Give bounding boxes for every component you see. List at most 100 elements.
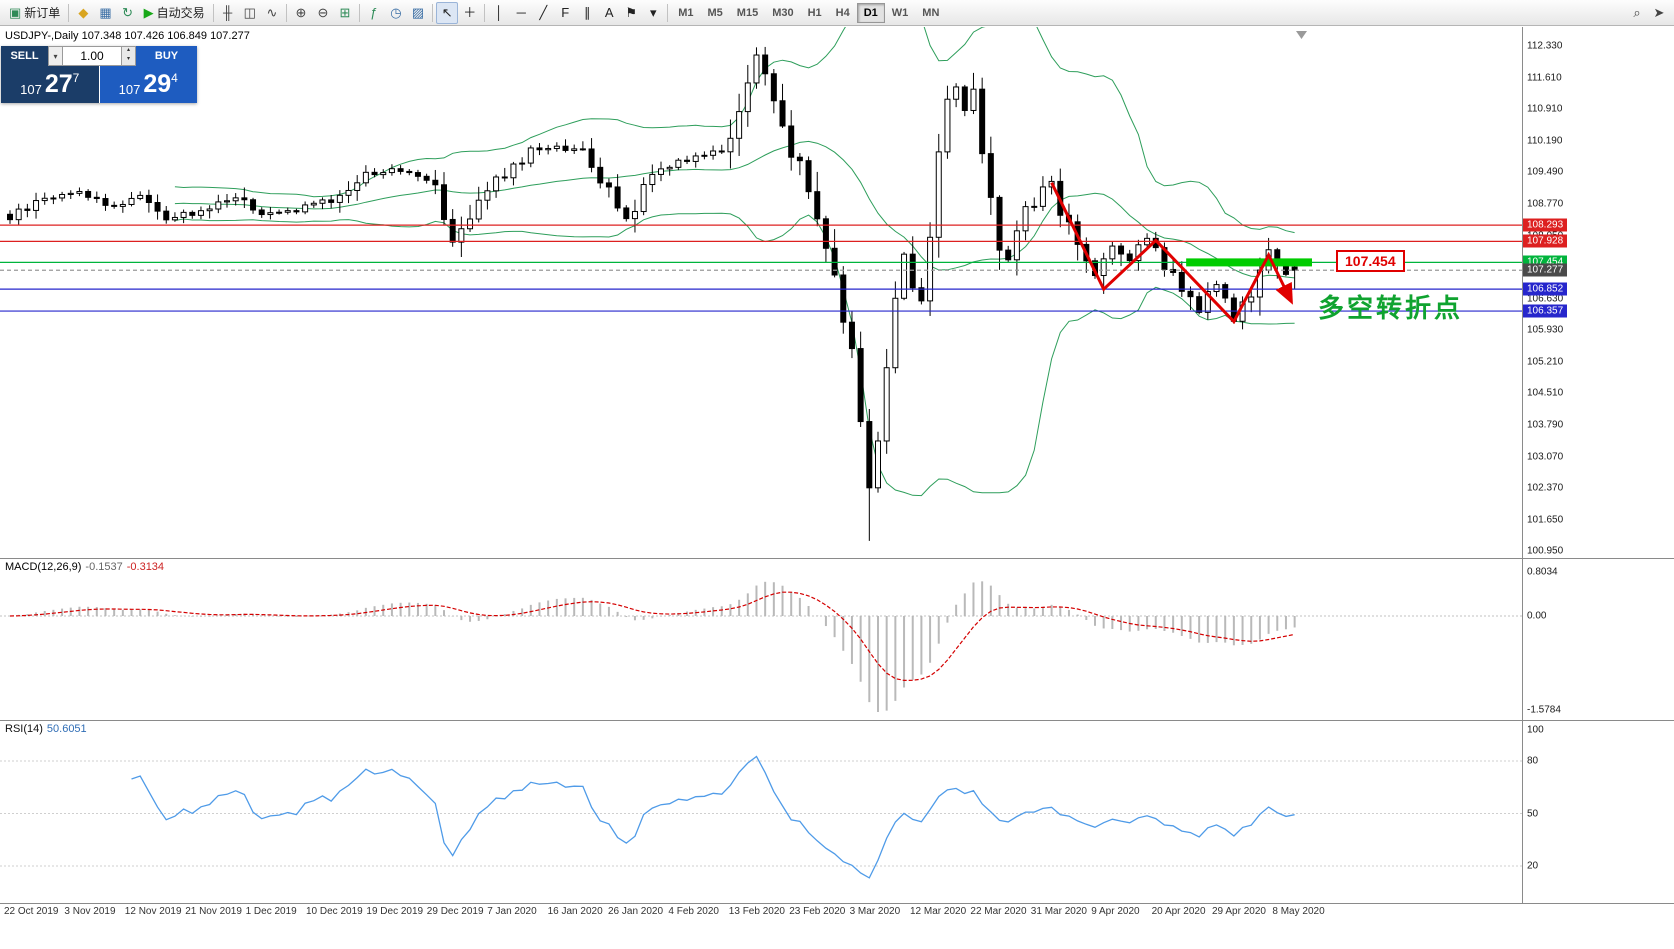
volume-spinner[interactable]: ▴ ▾ (122, 46, 136, 66)
toolbar-separator (667, 3, 669, 22)
rsi-indicator-title: RSI(14) 50.6051 (5, 723, 87, 735)
search-button[interactable]: ⌕ (1626, 2, 1648, 24)
sell-header[interactable]: SELL (1, 46, 48, 66)
one-click-trading-panel: SELL ▾ ▴ ▾ BUY 107 27 7 107 29 4 (1, 46, 197, 103)
timeframe-button-H4[interactable]: H4 (835, 6, 850, 19)
new-order-button-label: 新订单 (24, 6, 61, 20)
line-chart-mode-icon: ∿ (266, 5, 278, 20)
horizontal-line-button[interactable]: ─ (510, 2, 532, 24)
toolbar-separator (68, 3, 70, 22)
channel-icon: ∥ (583, 5, 591, 20)
autotrade-button[interactable]: ▶ 自动交易 (139, 2, 210, 24)
new-order-icon: ▣ (9, 5, 22, 20)
autotrade-button-label: 自动交易 (156, 6, 205, 20)
timeframe-button-MN[interactable]: MN (922, 6, 940, 19)
indicators-icon: ƒ (370, 5, 378, 20)
indicators-button[interactable]: ƒ (363, 2, 385, 24)
timeframe-button-M15[interactable]: M15 (736, 6, 759, 19)
toolbar-separator (285, 3, 287, 22)
line-chart-mode-button[interactable]: ∿ (261, 2, 283, 24)
pane-separators (0, 27, 1674, 904)
buy-price-sup: 4 (171, 71, 178, 85)
cursor-button[interactable]: ↖ (436, 1, 459, 24)
funnel-icon: ◆ (78, 5, 89, 20)
tile-windows-button[interactable]: ⊞ (334, 2, 356, 24)
timeframe-button-D1[interactable]: D1 (856, 2, 885, 23)
buy-button[interactable]: 107 29 4 (99, 66, 197, 103)
chart-window-button[interactable]: ▦ (94, 2, 116, 24)
volume-input[interactable] (63, 46, 122, 66)
horizontal-line-icon: ─ (516, 5, 526, 20)
turning-point-annotation: 多空转折点 (1318, 293, 1464, 323)
bar-chart-mode-icon: ╫ (223, 5, 233, 20)
label-button[interactable]: ⚑ (620, 2, 642, 24)
channel-button[interactable]: ∥ (576, 2, 598, 24)
sell-button[interactable]: 107 27 7 (1, 66, 99, 103)
cursor-icon: ↖ (441, 5, 453, 20)
zoom-in-button[interactable]: ⊕ (290, 2, 312, 24)
crosshair-button[interactable]: ＋ (458, 2, 481, 24)
refresh-icon: ↻ (122, 5, 134, 20)
quick-nav-icon: ➤ (1653, 5, 1665, 20)
fibonacci-icon: F (561, 5, 570, 20)
candles (7, 46, 1298, 541)
quick-nav-button[interactable]: ➤ (1648, 2, 1670, 24)
timeframe-button-M5[interactable]: M5 (707, 6, 723, 19)
macd-pane (0, 581, 1522, 712)
bollinger-bands (174, 27, 1295, 497)
text-button[interactable]: A (598, 2, 620, 24)
templates-button[interactable]: ▨ (407, 2, 429, 24)
candle-chart-mode-button[interactable]: ◫ (239, 2, 261, 24)
macd-value-main: -0.1537 (85, 561, 123, 573)
rsi-line (131, 755, 1295, 879)
macd-name: MACD(12,26,9) (5, 561, 82, 573)
toolbar-separator (484, 3, 486, 22)
crosshair-icon: ＋ (463, 5, 477, 20)
candle-chart-mode-icon: ◫ (243, 5, 256, 20)
horizontal-levels (0, 224, 1522, 312)
zoom-out-button[interactable]: ⊖ (312, 2, 334, 24)
funnel-button[interactable]: ◆ (72, 2, 94, 24)
chart-title: USDJPY-,Daily 107.348 107.426 106.849 10… (5, 30, 250, 42)
buy-price-main: 107 (118, 82, 141, 97)
zoom-in-icon: ⊕ (295, 5, 307, 20)
volume-dropdown-icon[interactable]: ▾ (48, 46, 63, 66)
spin-down-icon[interactable]: ▾ (126, 56, 130, 62)
toolbar-right-group: ⌕ ➤ (1626, 2, 1670, 24)
fibonacci-button[interactable]: F (554, 2, 576, 24)
timeframe-button-M30[interactable]: M30 (772, 6, 794, 19)
trendline-button[interactable]: ╱ (532, 2, 554, 24)
trendline-icon: ╱ (539, 5, 548, 20)
rsi-value: 50.6051 (46, 723, 87, 735)
sell-price-sup: 7 (72, 71, 80, 85)
timeframe-button-W1[interactable]: W1 (891, 6, 909, 19)
chart-window-icon: ▦ (99, 5, 112, 20)
sell-price-pips: 27 (44, 70, 73, 98)
shapes-dropdown-button[interactable]: ▾ (642, 2, 664, 24)
label-icon: ⚑ (625, 5, 638, 20)
toolbar-separator (358, 3, 360, 22)
toolbar: ▣ 新订单 ◆ ▦ ↻ ▶ 自动交易 ╫ ◫ ∿ ⊕ ⊖ ⊞ ƒ ◷ ▨ ↖ ＋ │ ─ ╱ F ∥ A ⚑ ▾ M1 M5 M15 M3… (0, 0, 1674, 26)
zoom-out-icon: ⊖ (317, 5, 329, 20)
timeframe-button-M1[interactable]: M1 (678, 6, 694, 19)
zigzag-arrow (1050, 182, 1293, 325)
periods-button[interactable]: ◷ (385, 2, 407, 24)
bar-chart-mode-button[interactable]: ╫ (217, 2, 239, 24)
search-icon: ⌕ (1633, 5, 1641, 20)
rsi-name: RSI(14) (5, 723, 43, 735)
trade-panel-price-row: 107 27 7 107 29 4 (1, 66, 197, 103)
timeframe-button-H1[interactable]: H1 (807, 6, 822, 19)
trade-panel-header-row: SELL ▾ ▴ ▾ BUY (1, 46, 197, 66)
chart-shift-marker-icon (1296, 31, 1307, 39)
buy-header[interactable]: BUY (136, 46, 197, 66)
buy-price-pips: 29 (143, 70, 172, 98)
vertical-line-button[interactable]: │ (488, 2, 510, 24)
refresh-button[interactable]: ↻ (117, 2, 139, 24)
vertical-line-icon: │ (495, 5, 504, 20)
spin-up-icon[interactable]: ▴ (126, 47, 130, 53)
new-order-button[interactable]: ▣ 新订单 (4, 2, 65, 24)
tile-windows-icon: ⊞ (339, 5, 351, 20)
price-level-label: 107.454 (1336, 250, 1405, 272)
